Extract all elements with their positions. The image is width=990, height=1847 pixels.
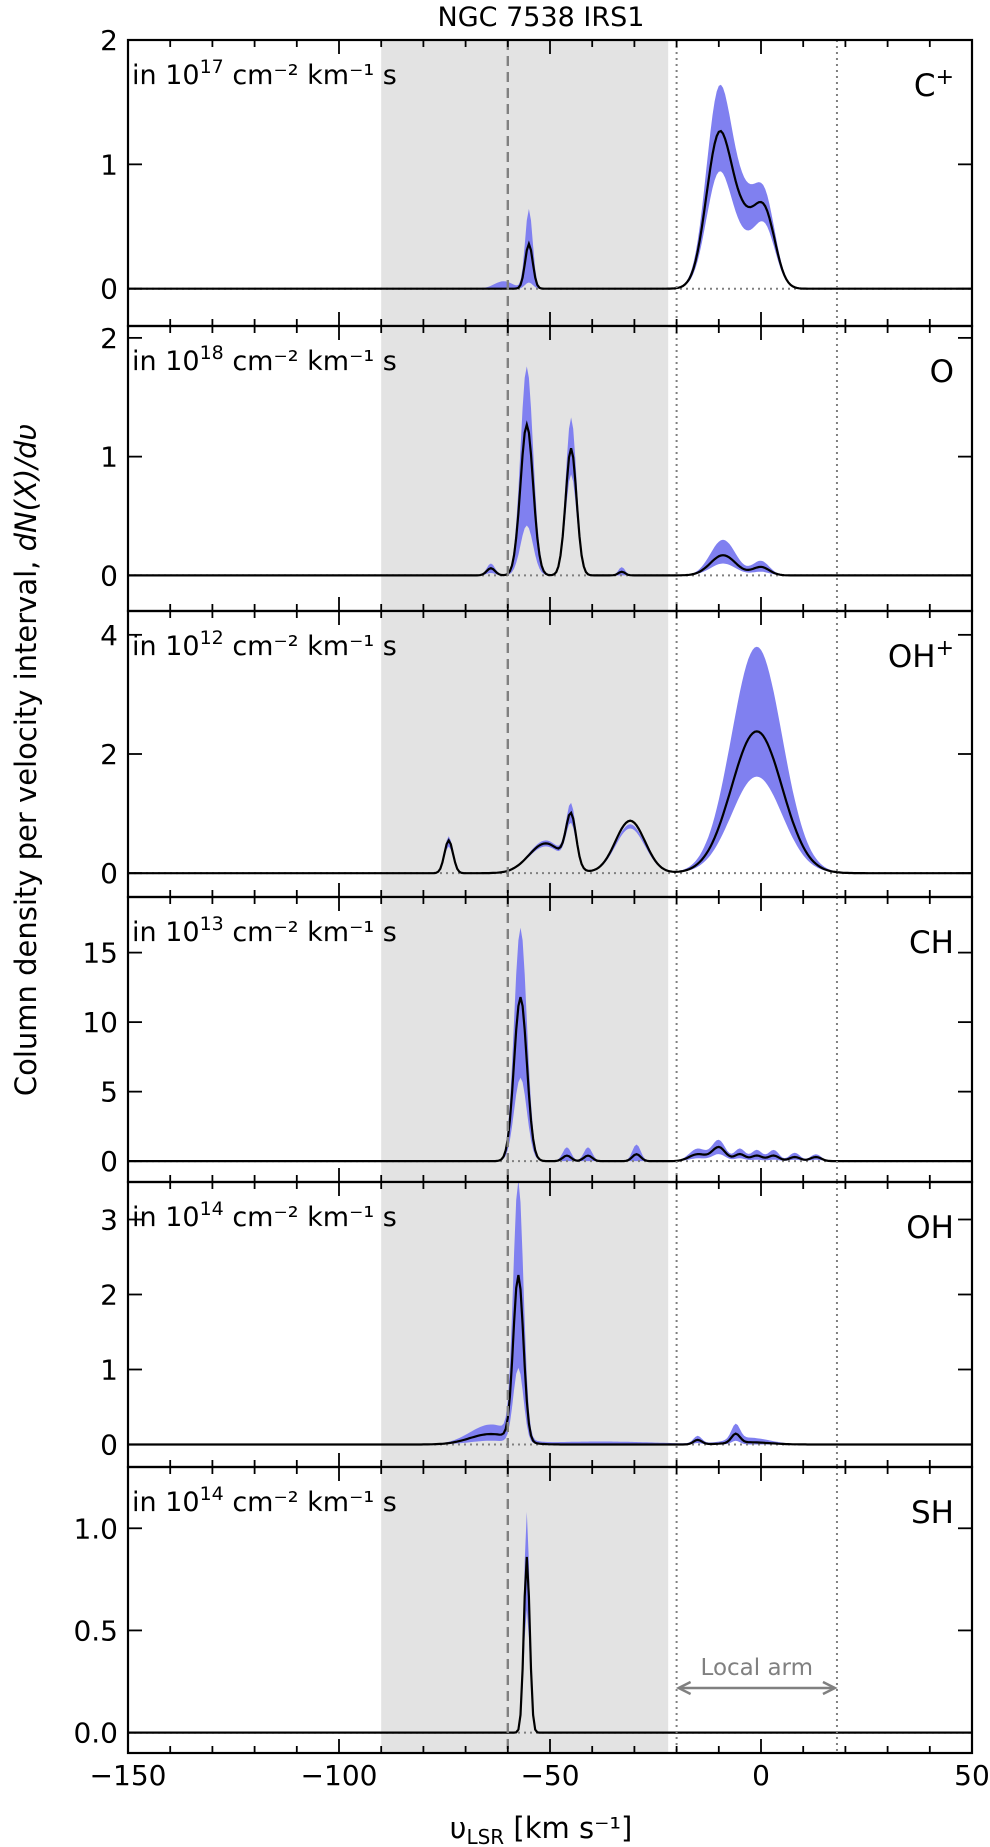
y-tick-label: 1 [100,148,118,181]
y-tick-label: 1 [100,1354,118,1387]
uncertainty-band [128,646,972,874]
unit-label: in 1014 cm⁻² km⁻¹ s [132,1198,397,1233]
panels: 0 1 2 in 1017 cm⁻² km⁻¹ s C+ 0 1 2 in 1018 cm⁻² … [73,24,974,1755]
unit-label: in 1013 cm⁻² km⁻¹ s [132,913,397,948]
panel-5: 0 1 2 3 in 1014 cm⁻² km⁻¹ s OH [100,1180,974,1469]
y-tick-label: 0 [100,559,118,592]
species-label: O [930,354,954,390]
local-arm-label: Local arm [701,1655,813,1681]
profile-line [128,1556,972,1734]
x-tick-label: −50 [520,1759,579,1792]
unit-label: in 1014 cm⁻² km⁻¹ s [132,1483,397,1518]
local-arm-arrowhead-right [822,1680,838,1696]
y-tick-label: 5 [100,1076,118,1109]
profile-line [128,129,972,290]
y-axis-label: Column density per velocity interval, dN… [9,424,43,1096]
x-tick-labels: −150 −100 −50 0 50 [90,1759,990,1792]
x-tick-label: 0 [752,1759,770,1792]
y-tick-label: 0.0 [73,1717,118,1750]
species-label: C+ [914,65,954,104]
y-tick-label: 0 [100,1145,118,1178]
y-tick-label: 15 [82,937,118,970]
profile-line [128,420,972,577]
figure-title: NGC 7538 IRS1 [438,2,645,33]
x-axis-label: υLSR [km s⁻¹] [450,1811,633,1847]
shaded-region [381,611,669,897]
y-tick-label: 2 [100,738,118,771]
panel-2: 0 1 2 in 1018 cm⁻² km⁻¹ s O [100,322,974,613]
x-tick-label: 50 [954,1759,990,1792]
panel-6: 0.0 0.5 1.0 in 1014 cm⁻² km⁻¹ s SH Local arm [73,1465,974,1755]
y-tick-label: 2 [100,1279,118,1312]
y-tick-label: 3 [100,1204,118,1237]
unit-label: in 1012 cm⁻² km⁻¹ s [132,627,397,662]
profile-line [128,996,972,1163]
y-tick-label: 2 [100,322,118,355]
y-tick-label: 0 [100,1429,118,1462]
y-tick-label: 1.0 [73,1512,118,1545]
y-tick-label: 0 [100,273,118,306]
y-tick-label: 2 [100,24,118,57]
x-tick-label: −100 [301,1759,378,1792]
profile-line [128,730,972,875]
species-label: OH [906,1210,954,1246]
panel-4: 0 5 10 15 in 1013 cm⁻² km⁻¹ s CH [82,895,974,1184]
y-tick-label: 0 [100,857,118,890]
profile-line [128,1274,972,1446]
x-tick-label: −150 [90,1759,167,1792]
y-tick-label: 4 [100,619,118,652]
local-arm-arrowhead-left [675,1680,692,1696]
unit-label: in 1018 cm⁻² km⁻¹ s [132,342,397,377]
unit-label: in 1017 cm⁻² km⁻¹ s [132,56,397,91]
species-label: OH+ [888,636,954,675]
y-tick-label: 1 [100,441,118,474]
panel-1: 0 1 2 in 1017 cm⁻² km⁻¹ s C+ [100,24,974,328]
panel-3: 0 2 4 in 1012 cm⁻² km⁻¹ s OH+ [100,609,974,899]
y-tick-label: 0.5 [73,1614,118,1647]
species-label: SH [911,1495,954,1531]
species-label: CH [909,925,954,961]
y-tick-label: 10 [82,1006,118,1039]
